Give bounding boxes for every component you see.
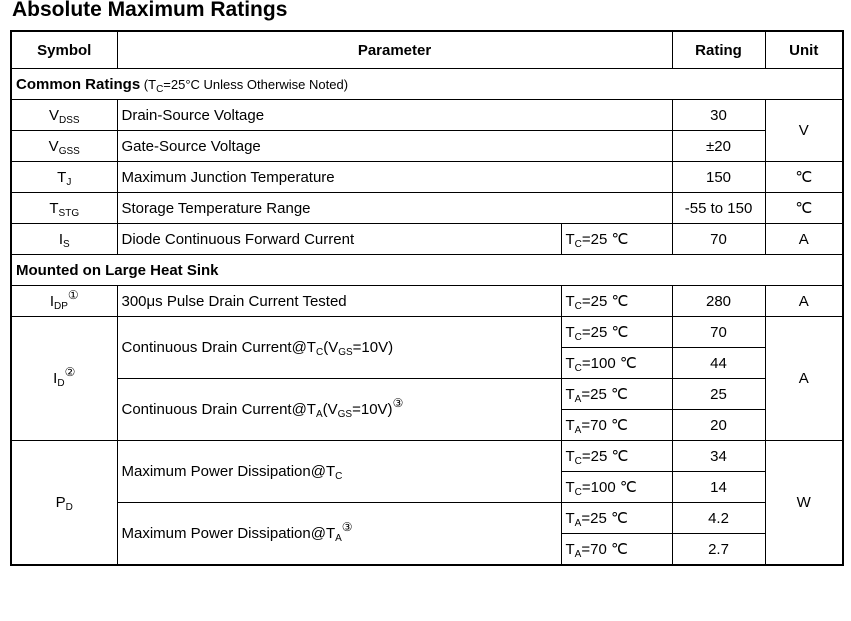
rating-cell: 20: [671, 409, 766, 441]
rating-cell: 14: [671, 471, 766, 503]
section-common-ratings: Common Ratings (TC=25°C Unless Otherwise…: [10, 68, 844, 100]
parameter-cell: Maximum Power Dissipation@TC: [116, 440, 562, 503]
table-row: VGSS Gate-Source Voltage ±20: [10, 130, 843, 162]
header-rating: Rating: [671, 30, 766, 69]
table-row: PD Maximum Power Dissipation@TC TC=25 ℃ …: [10, 440, 844, 566]
unit-cell: A: [764, 223, 844, 255]
rating-cell: ±20: [671, 130, 766, 162]
parameter-cell: Maximum Power Dissipation@TA③: [116, 502, 562, 566]
rating-cell: 25: [671, 378, 766, 410]
parameter-cell: Maximum Junction Temperature: [116, 161, 673, 193]
header-parameter: Parameter: [116, 30, 673, 69]
condition-cell: TA=70 ℃: [560, 409, 673, 441]
condition-cell: TC=100 ℃: [560, 347, 673, 379]
unit-cell: ℃: [764, 192, 844, 224]
condition-cell: TC=25 ℃: [560, 316, 673, 348]
table-row: VDSS Drain-Source Voltage 30 V: [10, 99, 844, 162]
header-symbol: Symbol: [10, 30, 118, 69]
condition-cell: TA=25 ℃: [560, 378, 673, 410]
rating-cell: 70: [671, 223, 766, 255]
header-row: Symbol Parameter Rating Unit: [10, 30, 844, 69]
table-row: IS Diode Continuous Forward Current TC=2…: [10, 223, 844, 255]
parameter-cell: 300μs Pulse Drain Current Tested: [116, 285, 562, 317]
parameter-cell: Diode Continuous Forward Current: [116, 223, 562, 255]
section-title: Mounted on Large Heat Sink: [10, 254, 844, 286]
table-row: TSTG Storage Temperature Range -55 to 15…: [10, 192, 844, 224]
table-row: Continuous Drain Current@TA(VGS=10V)③ TA…: [11, 378, 843, 441]
section-label: Common Ratings: [16, 75, 141, 93]
table-row: TA=70 ℃ 2.7: [11, 533, 843, 566]
section-heat-sink: Mounted on Large Heat Sink: [10, 254, 844, 286]
section-title: Common Ratings (TC=25°C Unless Otherwise…: [10, 68, 844, 100]
rating-cell: 4.2: [671, 502, 766, 534]
rating-cell: 2.7: [671, 533, 766, 566]
condition-cell: TC=25 ℃: [560, 223, 673, 255]
rating-cell: 150: [671, 161, 766, 193]
parameter-cell: Continuous Drain Current@TA(VGS=10V)③: [116, 378, 562, 441]
table-row: TJ Maximum Junction Temperature 150 ℃: [10, 161, 844, 193]
condition-cell: TA=70 ℃: [560, 533, 673, 566]
parameter-cell: Storage Temperature Range: [116, 192, 673, 224]
parameter-cell: Continuous Drain Current@TC(VGS=10V): [116, 316, 562, 379]
symbol-cell: IS: [10, 223, 118, 255]
symbol-cell: ID②: [10, 316, 118, 441]
unit-cell: V: [764, 99, 844, 162]
unit-cell: ℃: [764, 161, 844, 193]
table-row: ID② Continuous Drain Current@TC(VGS=10V)…: [10, 316, 844, 441]
ratings-table: Symbol Parameter Rating Unit Common Rati…: [10, 30, 845, 566]
condition-cell: TC=25 ℃: [560, 440, 673, 472]
condition-cell: TC=25 ℃: [560, 285, 673, 317]
parameter-cell: Drain-Source Voltage: [116, 99, 673, 131]
symbol-cell: TSTG: [10, 192, 118, 224]
symbol-cell: VGSS: [10, 130, 118, 162]
header-unit: Unit: [764, 30, 844, 69]
symbol-cell: PD: [10, 440, 118, 566]
table-row: IDP① 300μs Pulse Drain Current Tested TC…: [10, 285, 844, 317]
table-row: TC=100 ℃ 44: [11, 347, 843, 379]
rating-cell: 30: [671, 99, 766, 131]
condition-cell: TA=25 ℃: [560, 502, 673, 534]
section-note: (TC=25°C Unless Otherwise Noted): [140, 76, 349, 95]
page-title: Absolute Maximum Ratings: [12, 0, 288, 21]
table-row: Maximum Power Dissipation@TA③ TA=25 ℃ 4.…: [11, 502, 843, 566]
rating-cell: 34: [671, 440, 766, 472]
parameter-cell: Gate-Source Voltage: [116, 130, 673, 162]
rating-cell: 44: [671, 347, 766, 379]
rating-cell: -55 to 150: [671, 192, 766, 224]
symbol-cell: IDP①: [10, 285, 118, 317]
unit-cell: A: [764, 316, 844, 441]
rating-cell: 70: [671, 316, 766, 348]
unit-cell: A: [764, 285, 844, 317]
unit-cell: W: [764, 440, 844, 566]
symbol-cell: VDSS: [10, 99, 118, 131]
rating-cell: 280: [671, 285, 766, 317]
symbol-cell: TJ: [10, 161, 118, 193]
condition-cell: TC=100 ℃: [560, 471, 673, 503]
